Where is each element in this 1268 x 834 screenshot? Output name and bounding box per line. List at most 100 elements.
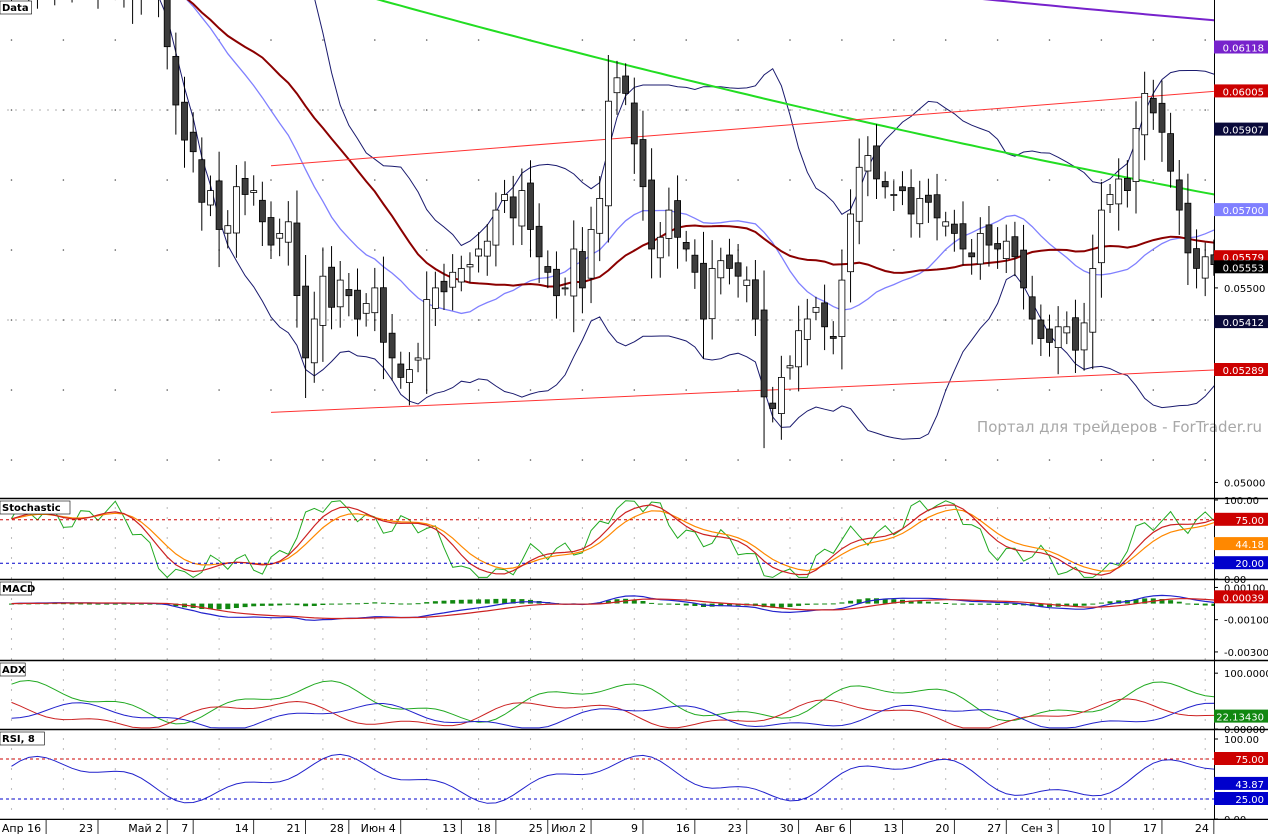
candle[interactable] [319,247,327,362]
candle[interactable] [224,210,232,249]
candle[interactable] [414,342,422,373]
candle[interactable] [423,271,431,394]
candle[interactable] [293,190,301,328]
candle[interactable] [760,270,768,449]
candle[interactable] [899,171,906,206]
candle[interactable] [457,255,465,292]
candle[interactable] [258,181,266,246]
candle[interactable] [1054,306,1062,375]
candle[interactable] [726,238,733,285]
candle[interactable] [700,231,707,359]
candle[interactable] [959,201,967,266]
candle[interactable] [1063,311,1071,345]
candle[interactable] [881,171,889,199]
candle[interactable] [475,232,483,273]
stochastic-panel[interactable] [0,500,1231,579]
candle[interactable] [207,175,214,217]
candle[interactable] [769,386,777,423]
candle[interactable] [181,76,188,168]
candle[interactable] [1167,112,1174,188]
candle[interactable] [605,55,612,243]
candle[interactable] [553,251,560,319]
channel-upper-line[interactable] [270,90,1214,167]
rsi-panel[interactable] [0,738,1231,810]
candle[interactable] [916,180,924,238]
candle[interactable] [561,277,569,296]
price-panel[interactable]: Портал для трейдеров - ForTrader.ru [0,0,1262,498]
candle[interactable] [440,263,448,310]
candle[interactable] [267,201,275,259]
candle[interactable] [630,77,638,174]
candle[interactable] [130,0,136,24]
candle[interactable] [587,206,595,304]
candle[interactable] [345,273,353,317]
candle[interactable] [156,0,162,18]
candle[interactable] [1201,242,1209,297]
candle[interactable] [354,268,361,337]
candle[interactable] [250,175,258,206]
candle[interactable] [691,239,699,289]
candle[interactable] [509,175,517,246]
candle[interactable] [968,239,976,275]
candle[interactable] [994,227,1001,269]
candle[interactable] [1175,160,1183,235]
candle[interactable] [648,148,655,279]
candle[interactable] [483,224,491,276]
candle[interactable] [379,256,387,380]
candle[interactable] [1124,160,1131,208]
candle[interactable] [682,230,690,262]
candle[interactable] [1072,299,1079,373]
candle[interactable] [1193,229,1200,289]
candle[interactable] [1080,302,1088,371]
candle[interactable] [890,180,898,211]
candle[interactable] [518,168,526,246]
channel-lower-line[interactable] [270,369,1214,413]
candle[interactable] [449,254,457,311]
candle[interactable] [232,165,240,258]
candle[interactable] [786,355,794,380]
candle[interactable] [138,0,144,15]
candle[interactable] [397,351,405,389]
candle[interactable] [1184,173,1192,285]
candle[interactable] [1011,221,1019,277]
candle[interactable] [172,32,180,135]
candle[interactable] [388,314,396,381]
adx-panel[interactable] [10,669,1231,729]
candle[interactable] [933,173,941,241]
candle[interactable] [873,124,880,199]
candle[interactable] [1098,181,1105,298]
candle[interactable] [405,352,413,406]
candle[interactable] [847,189,854,303]
candle[interactable] [501,179,509,213]
candle[interactable] [1115,158,1123,231]
candle[interactable] [241,161,249,216]
candle[interactable] [215,151,223,268]
candle[interactable] [812,296,820,320]
candle[interactable] [674,175,681,269]
candle[interactable] [284,201,292,266]
candle[interactable] [1037,304,1045,357]
candle[interactable] [639,110,647,221]
candle[interactable] [925,178,932,223]
candle[interactable] [976,217,984,280]
candle[interactable] [1158,80,1166,162]
candle[interactable] [1141,71,1149,161]
candle[interactable] [951,209,958,252]
candle[interactable] [708,240,716,340]
candle[interactable] [665,187,673,257]
candle[interactable] [855,138,863,245]
candle[interactable] [907,169,915,238]
candle[interactable] [596,176,604,262]
candle[interactable] [829,321,837,355]
candle[interactable] [1028,275,1036,345]
candle[interactable] [276,218,284,257]
candle[interactable] [656,222,664,278]
candle[interactable] [492,192,500,267]
candle[interactable] [466,252,474,283]
candle[interactable] [544,250,552,289]
candle[interactable] [371,267,379,332]
candle[interactable] [336,261,344,328]
candle[interactable] [778,355,785,440]
candle[interactable] [613,60,621,115]
